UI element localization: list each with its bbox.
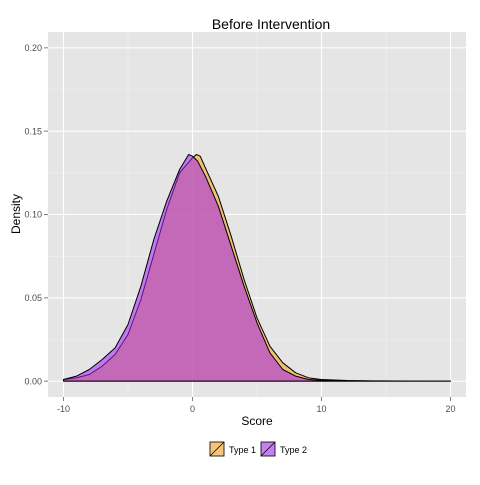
x-tick-label: 0	[190, 404, 195, 414]
legend-label: Type 2	[280, 445, 307, 455]
x-tick-label: 20	[446, 404, 456, 414]
x-axis: -10 0 10 20	[57, 397, 456, 414]
y-tick-label: 0.15	[24, 126, 42, 136]
x-axis-label: Score	[241, 414, 273, 428]
y-axis-label: Density	[9, 194, 23, 234]
legend-key-slash	[209, 441, 225, 457]
y-tick-label: 0.05	[24, 293, 42, 303]
legend-label: Type 1	[229, 445, 256, 455]
chart-title: Before Intervention	[212, 16, 330, 32]
y-axis: 0.00 0.05 0.10 0.15 0.20	[24, 43, 48, 386]
x-tick-label: -10	[57, 404, 70, 414]
y-tick-label: 0.10	[24, 210, 42, 220]
legend-key-slash	[260, 441, 276, 457]
legend-item-series-1: Type 1	[208, 440, 256, 458]
legend-item-series-2: Type 2	[259, 440, 307, 458]
grid-major	[48, 32, 466, 397]
x-tick-label: 10	[316, 404, 326, 414]
density-area-series-2	[62, 154, 452, 382]
density-areas	[62, 154, 452, 382]
legend: Type 1 Type 2	[208, 440, 307, 458]
y-tick-label: 0.00	[24, 376, 42, 386]
y-tick-label: 0.20	[24, 43, 42, 53]
